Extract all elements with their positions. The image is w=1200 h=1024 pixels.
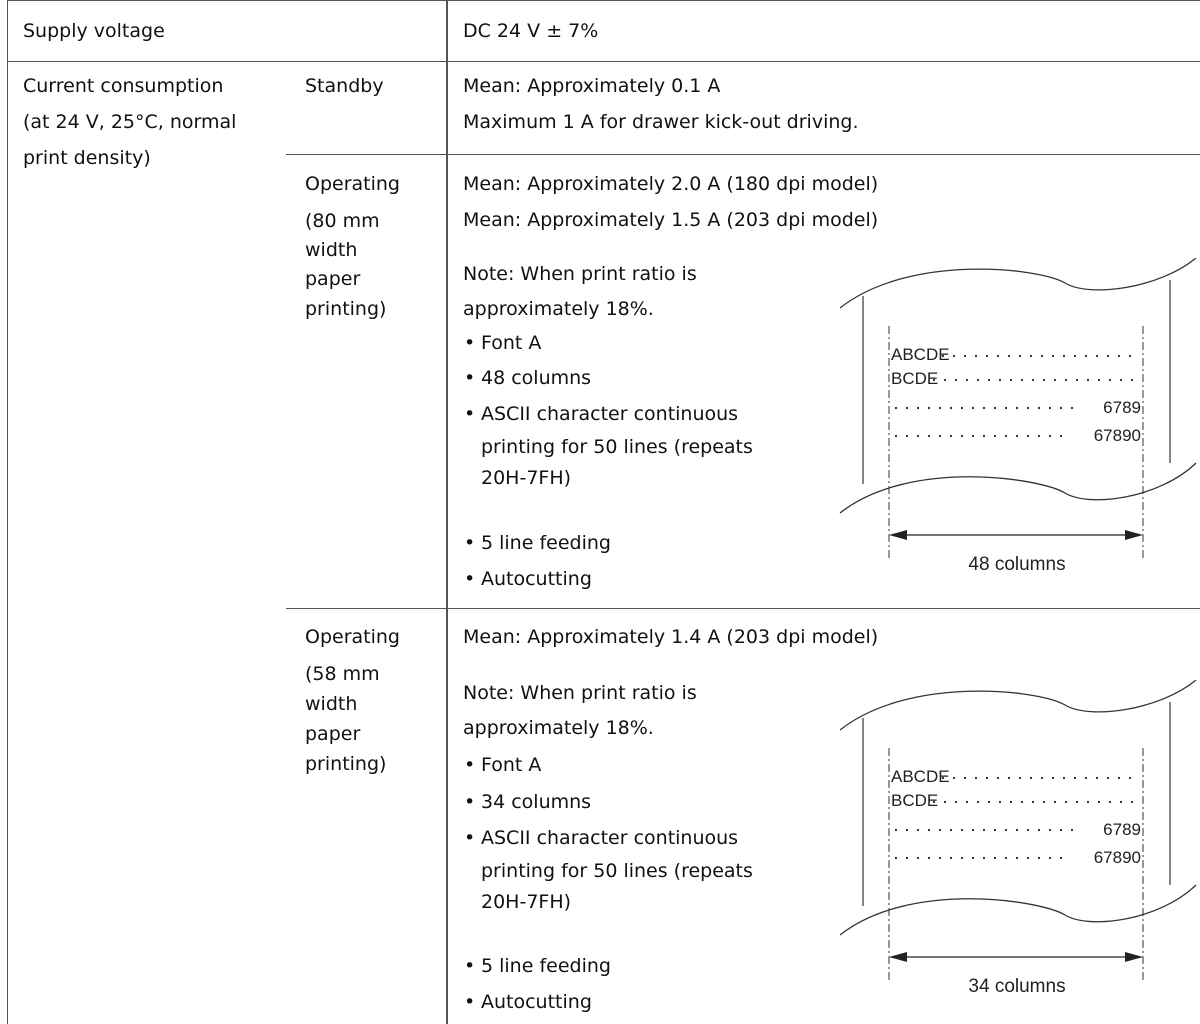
table-subrow-divider: [286, 154, 1200, 155]
op58-label: (58 mm: [305, 663, 380, 685]
table-subrow-divider: [286, 608, 1200, 609]
op80-note: approximately 18%.: [463, 298, 654, 320]
op58-bullet: 34 columns: [464, 790, 591, 814]
table-row-divider: [7, 61, 1200, 62]
op80-label: width: [305, 239, 358, 261]
table-border-left: [7, 0, 8, 1024]
op58-mean-203dpi: Mean: Approximately 1.4 A (203 dpi model…: [463, 626, 879, 648]
paper-figure-58mm: ABCDE BCDE 6789 67890 34 columns: [839, 680, 1197, 997]
paper-figure-80mm: ABCDE BCDE 6789 67890 48 columns: [839, 258, 1197, 575]
op80-bullet-continuation: 20H-7FH): [481, 467, 572, 489]
table-column-divider: [446, 0, 448, 1024]
figure-print-line: 6789: [1103, 398, 1141, 417]
current-consumption-label: Current consumption: [23, 75, 224, 97]
op80-label: (80 mm: [305, 210, 380, 232]
op58-note: Note: When print ratio is: [463, 682, 697, 704]
op58-bullet-continuation: 20H-7FH): [481, 891, 572, 913]
supply-voltage-label: Supply voltage: [23, 20, 165, 42]
standby-maximum: Maximum 1 A for drawer kick-out driving.: [463, 111, 859, 133]
figure-print-line: ABCDE: [891, 767, 950, 786]
op80-bullet: 48 columns: [464, 366, 591, 390]
op58-note: approximately 18%.: [463, 717, 654, 739]
op80-label: printing): [305, 298, 387, 320]
figure-print-line: 67890: [1094, 848, 1141, 867]
figure-print-line: BCDE: [891, 369, 938, 388]
current-consumption-condition: print density): [23, 147, 151, 169]
op58-bullet-continuation: printing for 50 lines (repeats: [481, 860, 753, 882]
op58-label: printing): [305, 753, 387, 775]
op58-label: paper: [305, 723, 361, 745]
op80-label: paper: [305, 268, 361, 290]
figure-print-line: BCDE: [891, 791, 938, 810]
op58-bullet: Font A: [464, 753, 542, 777]
figure-caption: 48 columns: [968, 554, 1065, 575]
op80-mean-180dpi: Mean: Approximately 2.0 A (180 dpi model…: [463, 173, 879, 195]
op80-bullet-continuation: printing for 50 lines (repeats: [481, 436, 753, 458]
figure-print-line: 6789: [1103, 820, 1141, 839]
op58-label: width: [305, 693, 358, 715]
op80-label: Operating: [305, 173, 400, 195]
standby-mean: Mean: Approximately 0.1 A: [463, 75, 721, 97]
current-consumption-condition: (at 24 V, 25°C, normal: [23, 111, 237, 133]
op58-bullet: Autocutting: [464, 990, 592, 1014]
op58-bullet: 5 line feeding: [464, 954, 611, 978]
op80-bullet: Font A: [464, 331, 542, 355]
table-border-top: [7, 0, 1200, 1]
op80-bullet: Autocutting: [464, 567, 592, 591]
op80-note: Note: When print ratio is: [463, 263, 697, 285]
op58-bullet: ASCII character continuous: [464, 826, 738, 850]
figure-print-line: ABCDE: [891, 345, 950, 364]
op80-bullet: 5 line feeding: [464, 531, 611, 555]
supply-voltage-value: DC 24 V ± 7%: [463, 20, 599, 42]
op80-bullet: ASCII character continuous: [464, 402, 738, 426]
figure-print-line: 67890: [1094, 426, 1141, 445]
figure-caption: 34 columns: [968, 976, 1065, 997]
standby-label: Standby: [305, 75, 384, 97]
op80-mean-203dpi: Mean: Approximately 1.5 A (203 dpi model…: [463, 209, 879, 231]
op58-label: Operating: [305, 626, 400, 648]
